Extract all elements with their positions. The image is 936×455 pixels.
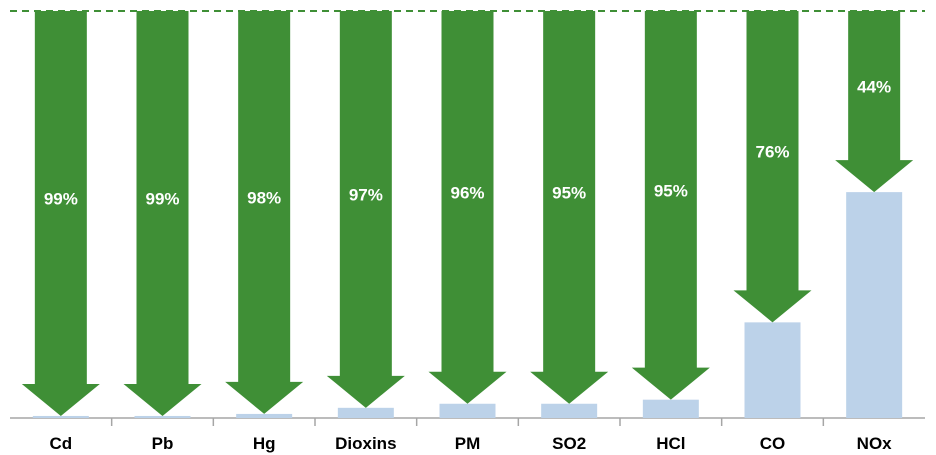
- reduction-arrow: [22, 11, 100, 416]
- category-label: NOx: [857, 434, 893, 453]
- reduction-label: 95%: [552, 183, 586, 202]
- remaining-bar: [135, 416, 191, 418]
- category-label: Cd: [49, 434, 72, 453]
- category-label: Pb: [152, 434, 174, 453]
- reduction-arrow: [530, 11, 608, 404]
- reduction-arrow: [124, 11, 202, 416]
- remaining-bar: [643, 400, 699, 418]
- remaining-bar: [541, 404, 597, 418]
- reduction-arrow: [429, 11, 507, 404]
- remaining-bar: [33, 416, 89, 418]
- category-label: CO: [760, 434, 786, 453]
- reduction-label: 76%: [755, 143, 789, 162]
- reduction-label: 44%: [857, 78, 891, 97]
- reduction-label: 99%: [44, 189, 78, 208]
- category-label: SO2: [552, 434, 586, 453]
- reduction-arrow: [835, 11, 913, 192]
- category-label: PM: [455, 434, 481, 453]
- reduction-label: 95%: [654, 181, 688, 200]
- category-label: HCl: [656, 434, 685, 453]
- reduction-arrow: [225, 11, 303, 414]
- reduction-label: 98%: [247, 188, 281, 207]
- remaining-bar: [745, 322, 801, 418]
- remaining-bar: [440, 404, 496, 418]
- reduction-label: 97%: [349, 185, 383, 204]
- reduction-arrow: [734, 11, 812, 322]
- reduction-arrow: [632, 11, 710, 400]
- category-label: Hg: [253, 434, 276, 453]
- remaining-bar: [338, 408, 394, 418]
- remaining-bar: [236, 414, 292, 418]
- reduction-arrow: [327, 11, 405, 408]
- reduction-label: 96%: [450, 183, 484, 202]
- remaining-bar: [846, 192, 902, 418]
- reduction-label: 99%: [145, 189, 179, 208]
- category-label: Dioxins: [335, 434, 396, 453]
